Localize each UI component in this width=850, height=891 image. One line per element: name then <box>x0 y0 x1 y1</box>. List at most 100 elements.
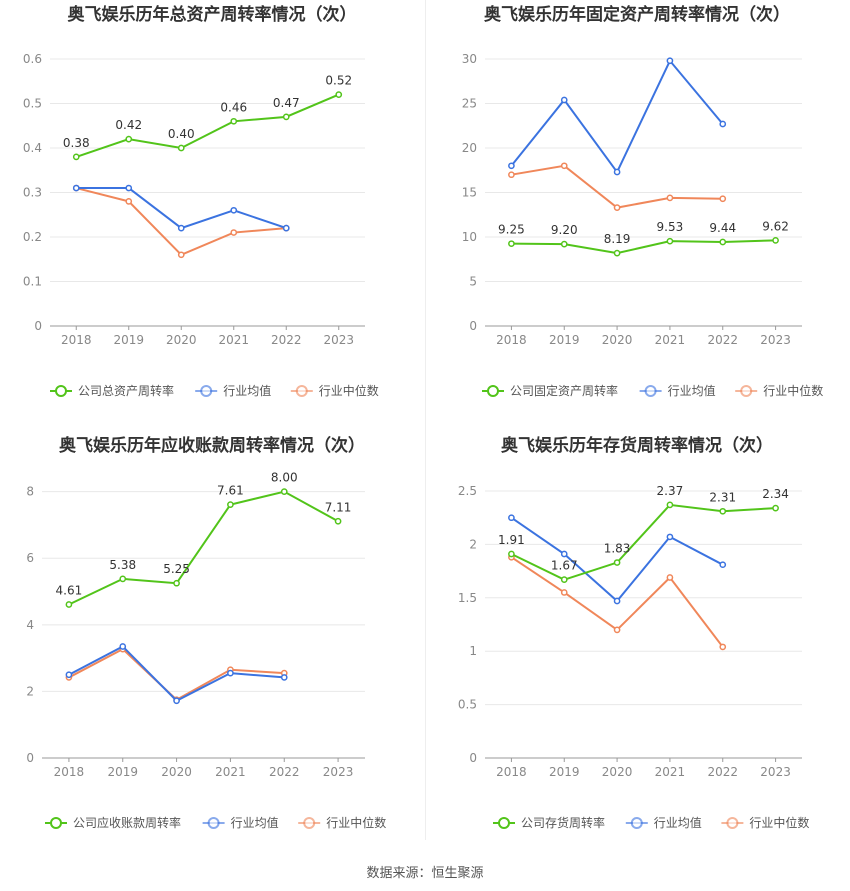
chart-title: 奥飞娱乐历年应收账款周转率情况（次） <box>59 435 365 456</box>
data-label: 2.34 <box>762 487 789 501</box>
data-point <box>65 671 73 679</box>
legend-item[interactable]: 行业均值 <box>639 383 716 398</box>
y-tick-label: 4 <box>26 618 34 632</box>
legend-label: 行业均值 <box>668 383 716 398</box>
data-point <box>508 240 515 248</box>
data-point <box>177 144 185 152</box>
y-tick-label: 20 <box>462 141 477 155</box>
data-point <box>560 96 568 104</box>
y-tick-label: 8 <box>26 485 34 499</box>
x-tick-label: 2020 <box>602 765 633 779</box>
legend-item[interactable]: 行业均值 <box>202 815 279 830</box>
y-tick-label: 25 <box>462 97 477 111</box>
data-source-note: 数据来源：恒生聚源 <box>366 866 484 881</box>
legend-item[interactable]: 行业中位数 <box>298 815 386 830</box>
x-tick-label: 2018 <box>496 333 527 347</box>
data-point <box>613 626 621 634</box>
legend-label: 行业中位数 <box>319 383 379 398</box>
x-tick-label: 2021 <box>215 765 246 779</box>
chart-svg-0: 奥飞娱乐历年总资产周转率情况（次） 0 0.1 0.2 0.3 0.4 0.5 0.6 2018… <box>23 4 379 398</box>
series-line <box>510 58 724 174</box>
y-tick-label: 10 <box>462 230 477 244</box>
data-point <box>227 669 234 677</box>
data-point <box>119 643 127 650</box>
series-line <box>75 93 340 158</box>
legend-item[interactable]: 行业均值 <box>625 815 702 830</box>
legend-item[interactable]: 公司存货周转率 <box>493 815 605 830</box>
data-label: 9.62 <box>762 219 789 233</box>
data-point <box>560 589 568 596</box>
chart-svg-1: 奥飞娱乐历年固定资产周转率情况（次） 0 5 10 15 20 25 30 2018 2019 20… <box>462 4 823 398</box>
y-tick-label: 0 <box>469 319 477 333</box>
legend-label: 行业中位数 <box>763 383 823 398</box>
chart-total-asset-turnover: 奥飞娱乐历年总资产周转率情况（次） 0 0.1 0.2 0.3 0.4 0.5 0.6 2018… <box>0 0 425 430</box>
y-tick-label: 0.3 <box>23 186 42 200</box>
legend-swatch-marker <box>55 385 67 397</box>
legend-item[interactable]: 行业中位数 <box>735 383 823 398</box>
series-line <box>68 645 285 702</box>
data-point <box>666 194 674 202</box>
data-point <box>508 162 515 170</box>
y-tick-label: 0.6 <box>23 52 42 66</box>
data-point <box>227 501 234 508</box>
data-point <box>282 113 290 121</box>
legend-swatch-marker <box>487 385 499 397</box>
legend-item[interactable]: 公司应收账款周转率 <box>45 815 181 830</box>
data-point <box>282 224 290 232</box>
x-tick-label: 2018 <box>61 333 92 347</box>
x-tick-label: 2018 <box>54 765 85 779</box>
series-line <box>76 187 287 230</box>
legend-item[interactable]: 行业中位数 <box>290 383 379 398</box>
data-point <box>560 550 568 558</box>
y-tick-label: 0.2 <box>23 230 42 244</box>
data-label: 9.20 <box>551 223 578 237</box>
data-point <box>560 576 568 583</box>
data-label: 0.46 <box>220 100 247 114</box>
x-tick-label: 2022 <box>707 333 738 347</box>
y-tick-label: 0 <box>469 751 477 765</box>
chart-inventory-turnover: 奥飞娱乐历年存货周转率情况（次） 0 0.5 1 1.5 2 2.5 2018 2019 2020… <box>425 430 850 860</box>
data-point <box>719 120 727 128</box>
data-point <box>613 597 621 605</box>
legend-item[interactable]: 公司固定资产周转率 <box>482 383 618 398</box>
legend-item[interactable]: 公司总资产周转率 <box>50 383 174 398</box>
y-tick-label: 30 <box>462 52 477 66</box>
legend-label: 行业均值 <box>231 815 279 830</box>
x-tick-label: 2023 <box>760 333 791 347</box>
legend-item[interactable]: 行业中位数 <box>721 815 809 830</box>
y-tick-label: 0.4 <box>23 141 42 155</box>
x-tick-label: 2019 <box>113 333 144 347</box>
chart-title: 奥飞娱乐历年固定资产周转率情况（次） <box>484 4 790 25</box>
data-point <box>613 168 621 176</box>
data-point <box>613 559 621 566</box>
y-tick-label: 15 <box>462 186 477 200</box>
chart-fixed-asset-turnover: 奥飞娱乐历年固定资产周转率情况（次） 0 5 10 15 20 25 30 2018 2019 20… <box>425 0 850 430</box>
legend-swatch-marker <box>50 817 62 829</box>
data-point <box>177 251 185 259</box>
data-point <box>508 514 515 522</box>
legend-label: 公司存货周转率 <box>521 815 605 830</box>
data-point <box>230 229 238 236</box>
legend-swatch-marker <box>295 385 308 397</box>
data-point <box>719 507 727 515</box>
legend-swatch-marker <box>740 385 753 397</box>
y-tick-label: 0.5 <box>23 97 42 111</box>
y-tick-label: 0 <box>34 319 42 333</box>
x-tick-label: 2022 <box>271 333 302 347</box>
data-point <box>125 135 133 143</box>
data-point <box>177 224 185 232</box>
data-label: 8.19 <box>604 232 631 246</box>
data-point <box>666 237 674 245</box>
x-tick-label: 2020 <box>166 333 197 347</box>
y-tick-label: 2.5 <box>458 484 477 498</box>
data-point <box>560 240 568 248</box>
legend-swatch-marker <box>200 385 213 397</box>
data-point <box>173 579 180 587</box>
legend-item[interactable]: 行业均值 <box>195 383 271 398</box>
x-tick-label: 2020 <box>161 765 192 779</box>
legend-swatch-marker <box>630 817 643 829</box>
chart-svg-3: 奥飞娱乐历年存货周转率情况（次） 0 0.5 1 1.5 2 2.5 2018 2019 2020… <box>458 435 810 830</box>
data-label: 1.67 <box>551 559 578 573</box>
data-label: 9.53 <box>657 220 684 234</box>
x-tick-label: 2023 <box>323 765 354 779</box>
